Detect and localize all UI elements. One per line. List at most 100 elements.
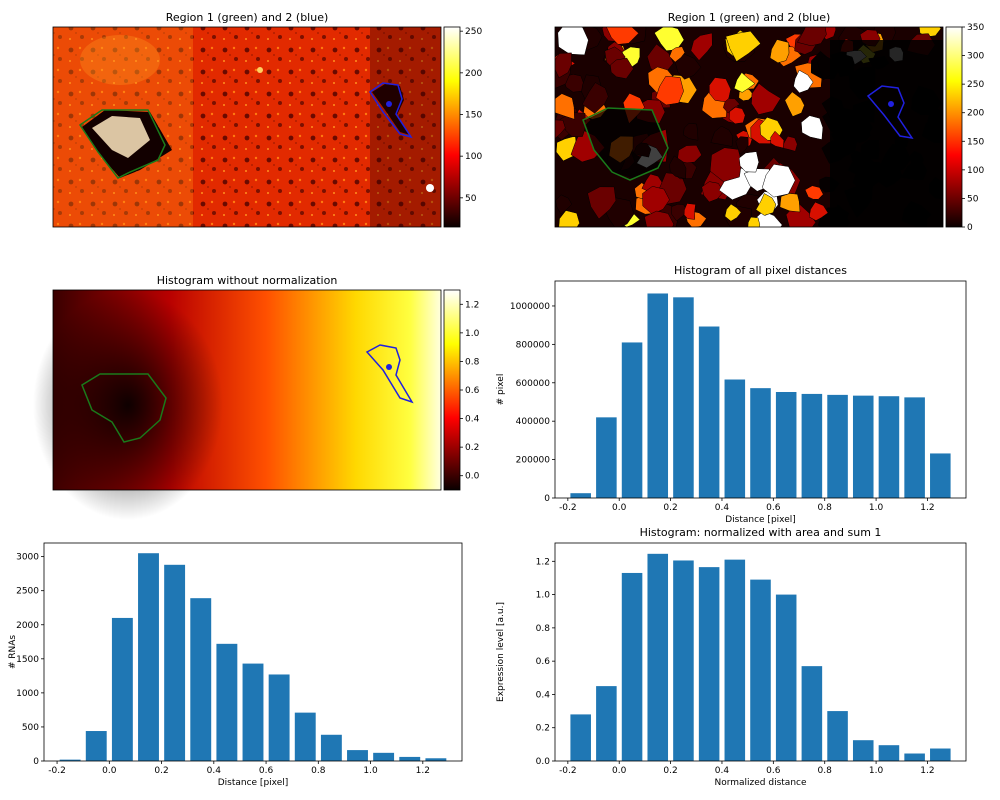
colorbar-tick-label: 250 — [967, 80, 984, 90]
bar — [138, 553, 159, 761]
region-2-point — [386, 101, 392, 107]
x-tick-label: 0.2 — [663, 766, 677, 776]
bar — [725, 380, 746, 498]
x-tick-label: 0.6 — [766, 766, 781, 776]
image-panel-3: Histogram without normalization 0.00.20.… — [33, 274, 480, 520]
y-tick-label: 0 — [544, 494, 550, 504]
x-tick-label: 0.4 — [715, 503, 730, 513]
bar — [622, 573, 643, 761]
colorbar-tick-label: 1.0 — [465, 329, 480, 339]
bar — [904, 397, 925, 498]
colorbar-tick-label: 50 — [465, 194, 477, 204]
x-tick-label: 1.2 — [920, 503, 934, 513]
image-panel-1-colorbar: 50 100 150 200 250 — [444, 27, 482, 227]
region-2-point — [386, 364, 392, 370]
y-axis-label: Expression level [a.u.] — [496, 602, 506, 702]
y-tick-label: 0.6 — [536, 657, 551, 667]
bar — [853, 740, 874, 761]
x-tick-label: -0.2 — [559, 503, 577, 513]
image-panel-3-colorbar: 0.0 0.2 0.4 0.6 0.8 1.0 1.2 — [444, 290, 480, 490]
colorbar-tick-label: 150 — [465, 111, 482, 121]
x-tick-label: 1.0 — [869, 766, 884, 776]
colorbar-tick-label: 200 — [465, 69, 482, 79]
x-tick-label: -0.2 — [559, 766, 577, 776]
bar — [776, 392, 797, 498]
y-tick-label: 1000 — [16, 689, 39, 699]
x-tick-label: 1.0 — [363, 766, 378, 776]
image-panel-2: Region 1 (green) and 2 (blue) 0501001502… — [539, 11, 985, 241]
bar — [673, 297, 694, 498]
bar — [321, 735, 342, 761]
colorbar-tick-label: 100 — [967, 166, 984, 176]
y-tick-label: 3000 — [16, 553, 39, 563]
y-tick-label: 800000 — [516, 340, 551, 350]
bar — [425, 758, 446, 761]
colorbar-tick-label: 300 — [967, 52, 984, 62]
bar — [699, 327, 720, 498]
bar — [750, 388, 771, 498]
colorbar-tick-label: 1.2 — [465, 300, 479, 310]
bar — [776, 595, 797, 761]
bar — [699, 567, 720, 761]
bar — [216, 644, 237, 761]
bar — [570, 714, 591, 761]
bar — [164, 565, 185, 761]
y-tick-label: 0.0 — [536, 757, 551, 767]
colorbar-tick-label: 0.4 — [465, 415, 480, 425]
region-2-point — [888, 101, 894, 107]
y-tick-label: 0 — [33, 757, 39, 767]
y-tick-label: 400000 — [516, 417, 551, 427]
bar — [827, 711, 848, 761]
bar — [853, 396, 874, 498]
bar — [647, 293, 668, 498]
y-tick-label: 1500 — [16, 655, 39, 665]
y-tick-label: 500 — [22, 723, 39, 733]
x-tick-label: 0.0 — [612, 503, 627, 513]
y-axis-label: # RNAs — [8, 635, 18, 670]
bar — [802, 394, 823, 498]
x-tick-label: 0.4 — [207, 766, 222, 776]
y-tick-label: 600000 — [516, 379, 551, 389]
bar — [399, 757, 420, 761]
bar — [930, 749, 951, 761]
x-tick-label: 0.4 — [715, 766, 730, 776]
bar — [190, 598, 211, 761]
bar — [86, 731, 107, 761]
x-tick-label: 1.2 — [416, 766, 430, 776]
bar — [570, 493, 591, 498]
x-tick-label: -0.2 — [48, 766, 66, 776]
x-tick-label: 0.8 — [311, 766, 326, 776]
bar — [243, 664, 264, 761]
x-tick-label: 1.0 — [869, 503, 884, 513]
bar — [596, 686, 617, 761]
colorbar-tick-label: 150 — [967, 137, 984, 147]
y-tick-label: 1.0 — [536, 591, 551, 601]
bar — [347, 750, 368, 761]
x-tick-label: 0.0 — [102, 766, 117, 776]
colorbar-tick-label: 0.8 — [465, 357, 480, 367]
x-axis-label: Distance [pixel] — [218, 778, 289, 788]
image-panel-3-title: Histogram without normalization — [157, 274, 338, 287]
y-axis-label: # pixel — [496, 374, 506, 406]
bar — [647, 554, 668, 761]
x-axis-label: Distance [pixel] — [725, 515, 796, 525]
colorbar-tick-label: 0.2 — [465, 443, 479, 453]
bar — [879, 396, 900, 498]
colorbar-tick-label: 0.6 — [465, 386, 480, 396]
colorbar-tick-label: 100 — [465, 152, 482, 162]
bar — [673, 560, 694, 761]
bar — [269, 674, 290, 761]
bar — [295, 713, 316, 761]
histogram-rna-distances: -0.2 0.0 0.2 0.4 0.6 0.8 1.0 1.2050010001500200… — [8, 543, 462, 788]
x-tick-label: 1.2 — [920, 766, 934, 776]
x-axis-label: Normalized distance — [714, 778, 806, 788]
image-panel-2-colorbar: 0 50 100 150 200 250 300 350 — [946, 23, 984, 233]
colorbar-tick-label: 350 — [967, 23, 984, 33]
chart-title: Histogram of all pixel distances — [674, 264, 847, 277]
histogram-normalized: Histogram: normalized with area and sum … — [496, 526, 966, 788]
x-tick-label: 0.8 — [818, 503, 833, 513]
chart-title: Histogram: normalized with area and sum … — [640, 526, 882, 539]
bar — [750, 580, 771, 761]
bar — [802, 666, 823, 761]
